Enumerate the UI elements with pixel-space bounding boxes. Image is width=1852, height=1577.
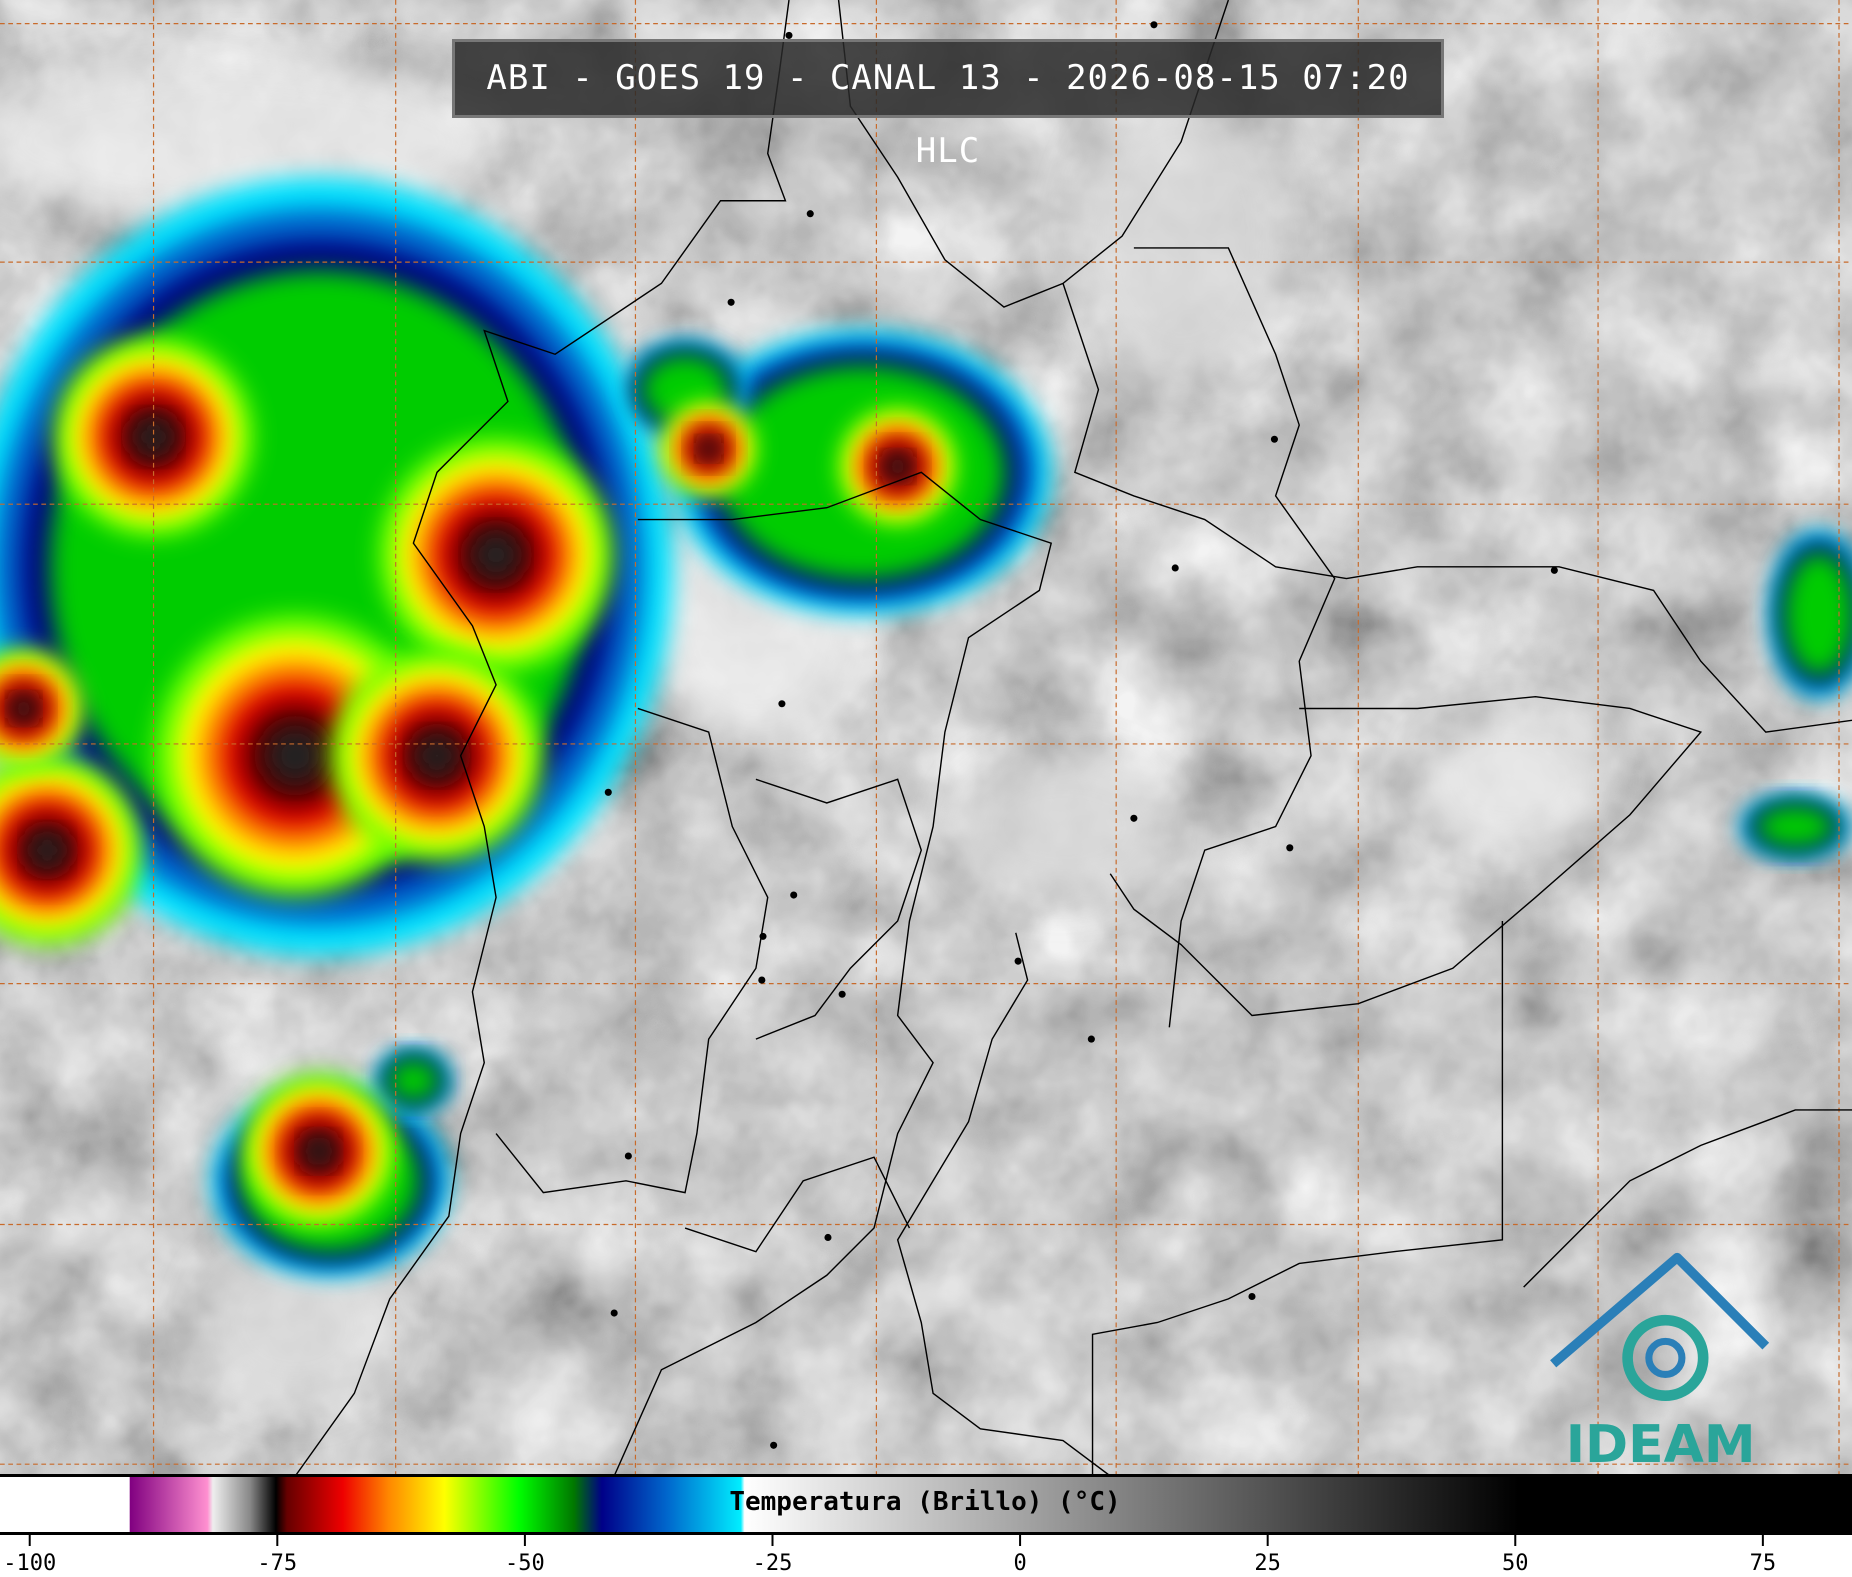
cloud-core [472, 531, 520, 579]
cloud-core [133, 416, 174, 457]
logo: IDEAM [1550, 1252, 1770, 1475]
cloud-core [415, 734, 459, 777]
city-markers [604, 21, 1558, 1449]
colorbar-tick-label: 0 [1013, 1551, 1026, 1576]
cloud-core [303, 1135, 335, 1167]
colorbar: Temperatura (Brillo) (°C) -100 -75 -50 -25 0… [0, 1474, 1852, 1576]
colorbar-tick-label: -50 [505, 1551, 545, 1576]
cloud-core [28, 831, 67, 870]
cloud-core [11, 696, 36, 721]
colorbar-tick-label: -75 [257, 1551, 297, 1576]
logo-text: IDEAM [1566, 1415, 1756, 1475]
cloud-core [266, 727, 324, 785]
colorbar-tick-label: 25 [1254, 1551, 1281, 1576]
image-title: ABI - GOES 19 - CANAL 13 - 2026-08-15 07… [452, 39, 1444, 171]
cloud-layer [386, 1057, 441, 1103]
colorbar-tick-label: 75 [1750, 1551, 1777, 1576]
cloud-core [885, 454, 910, 479]
cloud-layer [1783, 551, 1852, 677]
borders [294, 0, 1852, 1476]
satellite-map: IDEAM [0, 0, 1852, 1476]
cloud-core [699, 439, 719, 459]
cold-cloud-tops [0, 177, 1852, 1276]
graticule [0, 0, 1852, 1476]
colorbar-tick-label: -25 [753, 1551, 793, 1576]
colorbar-scale [0, 1477, 1852, 1532]
colorbar-label: Temperatura (Brillo) (°C) [729, 1487, 1120, 1517]
colorbar-tick-label: 50 [1502, 1551, 1529, 1576]
cloud-layer [1754, 804, 1836, 849]
colorbar-tick-label: -100 [3, 1551, 56, 1576]
